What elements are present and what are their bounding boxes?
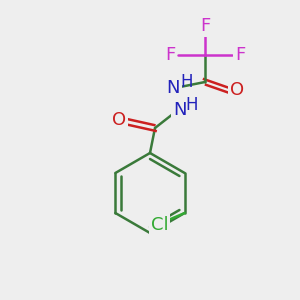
Text: N: N — [173, 101, 187, 119]
Text: F: F — [235, 46, 245, 64]
Text: N: N — [166, 79, 180, 97]
Text: H: H — [186, 96, 198, 114]
Text: F: F — [200, 17, 210, 35]
Text: O: O — [230, 81, 244, 99]
Text: H: H — [181, 73, 193, 91]
Text: F: F — [165, 46, 175, 64]
Text: O: O — [112, 111, 126, 129]
Text: Cl: Cl — [151, 216, 169, 234]
